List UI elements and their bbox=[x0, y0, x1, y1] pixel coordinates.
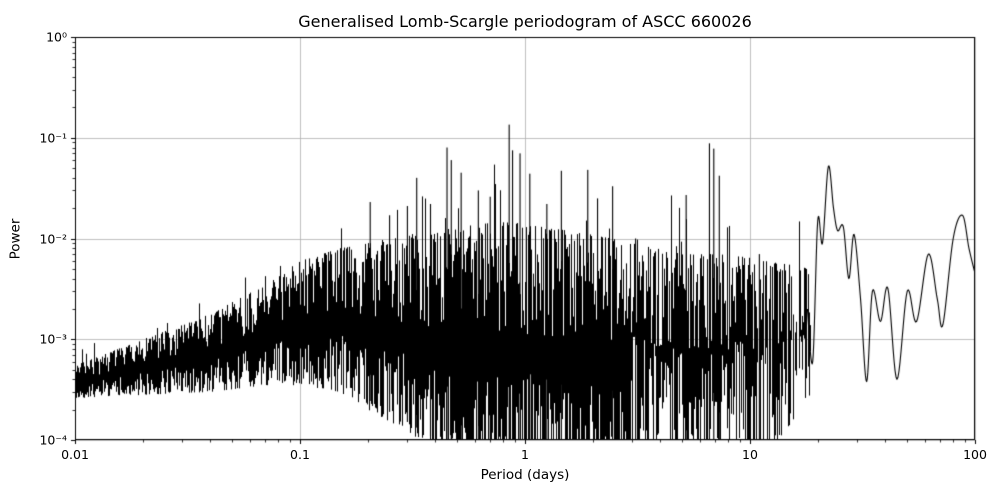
y-axis-label: Power bbox=[7, 218, 24, 259]
y-tick-label: 10⁻³ bbox=[39, 331, 67, 347]
y-tick-label: 10⁰ bbox=[46, 29, 67, 45]
chart-title: Generalised Lomb-Scargle periodogram of … bbox=[298, 12, 752, 31]
y-tick-label: 10⁻⁴ bbox=[39, 432, 67, 448]
y-tick-label: 10⁻² bbox=[39, 231, 67, 246]
x-tick-label: 100 bbox=[963, 447, 987, 462]
x-tick-label: 1 bbox=[521, 447, 529, 462]
x-axis-label: Period (days) bbox=[480, 467, 570, 483]
x-tick-label: 0.01 bbox=[61, 447, 89, 462]
x-tick-label: 0.1 bbox=[290, 447, 310, 462]
x-tick-label: 10 bbox=[742, 447, 758, 462]
y-axis-label-wrap: Power bbox=[4, 0, 26, 477]
y-tick-label: 10⁻¹ bbox=[39, 130, 67, 146]
